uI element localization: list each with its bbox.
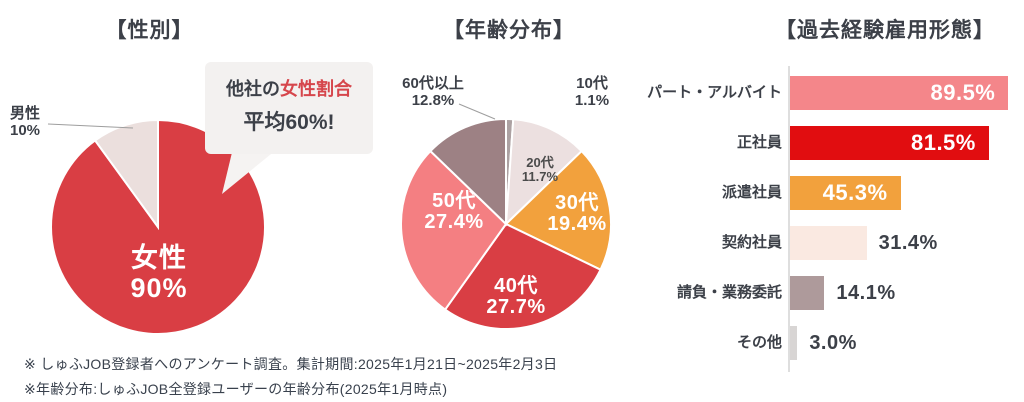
bar-row-2: 派遣社員 45.3% — [640, 176, 1024, 210]
male-leader-line — [47, 123, 134, 129]
age-label-percent: 11.7% — [521, 169, 559, 184]
bar-category-label: その他 — [736, 334, 782, 351]
age-slice-label-4: 50代 27.4% — [384, 191, 524, 233]
employment-chart-title: 【過去経験雇用形態】 — [775, 19, 995, 42]
footnote-survey: ※ しゅふJOB登録者へのアンケート調査。集計期間:2025年1月21日~202… — [24, 356, 558, 372]
age-label-text: 40代 — [494, 275, 538, 297]
bar-value-label: 81.5% — [910, 130, 976, 155]
bar-category-label: 請負・業務委託 — [676, 284, 782, 301]
age-label-text: 50代 — [432, 190, 476, 212]
bar-chart-axis — [788, 66, 790, 372]
callout-prefix: 他社の — [226, 79, 280, 99]
bar-category-label: パート・アルバイト — [647, 84, 782, 101]
age-pie — [400, 117, 612, 330]
age-chart-title: 【年齢分布】 — [443, 19, 575, 42]
age-slice-2 — [504, 149, 612, 272]
age-label-percent: 1.1% — [574, 92, 610, 109]
footnote-age: ※年齢分布:しゅふJOB全登録ユーザーの年齢分布(2025年1月時点) — [24, 381, 448, 397]
age-label-text: 60代以上 — [402, 75, 464, 92]
gender-chart-title: 【性別】 — [105, 19, 194, 42]
bar-5 — [790, 326, 798, 360]
bar-0: 89.5% — [790, 76, 1009, 110]
bar-3 — [790, 226, 867, 260]
bar-row-3: 31.4% 契約社員 — [640, 226, 1024, 260]
bar-value-label: 45.3% — [822, 180, 888, 205]
bar-2: 45.3% — [790, 176, 901, 210]
gender-female-label: 女性 90% — [79, 243, 239, 303]
age60-leader-line — [458, 103, 496, 120]
age-slice-3 — [443, 222, 602, 330]
bar-value-label: 14.1% — [836, 282, 896, 304]
callout-line1: 他社の女性割合 — [205, 75, 373, 101]
bar-category-label: 契約社員 — [721, 234, 782, 251]
callout-highlight: 女性割合 — [280, 79, 352, 99]
age-slice-1 — [504, 118, 583, 227]
age-label-percent: 12.8% — [411, 92, 455, 109]
bar-row-0: パート・アルバイト 89.5% — [640, 76, 1024, 110]
female-percent: 90% — [130, 273, 188, 303]
age-slice-label-3: 40代 27.7% — [446, 276, 586, 318]
bar-value-label: 3.0% — [809, 332, 857, 354]
age-label-percent: 27.7% — [486, 296, 546, 318]
age-label-text: 20代 — [526, 155, 554, 170]
age-label-percent: 27.4% — [424, 211, 484, 233]
bar-1: 81.5% — [790, 126, 989, 160]
age-slice-5 — [429, 117, 507, 227]
age-slice-label-2: 30代 19.4% — [507, 193, 647, 235]
bar-4 — [790, 276, 825, 310]
bar-row-1: 正社員 81.5% — [640, 126, 1024, 160]
bar-value-label: 31.4% — [878, 232, 938, 254]
gender-male-label: 男性 10% — [10, 105, 90, 139]
female-label: 女性 — [131, 243, 187, 273]
age-label-text: 30代 — [555, 192, 599, 214]
age-label-percent: 19.4% — [547, 213, 607, 235]
gender-slice-1 — [93, 118, 159, 231]
bar-value-label: 89.5% — [930, 80, 996, 105]
age-slice-label-5: 60代以上 12.8% — [363, 75, 503, 109]
callout-line2: 平均60%! — [243, 111, 335, 134]
bar-category-label: 派遣社員 — [721, 184, 782, 201]
bar-row-4: 14.1% 請負・業務委託 — [640, 276, 1024, 310]
male-percent: 10% — [10, 122, 41, 139]
bar-row-5: 3.0% その他 — [640, 326, 1024, 360]
age-slice-label-1: 20代 11.7% — [470, 156, 610, 184]
age-slice-4 — [400, 149, 508, 311]
male-label: 男性 — [10, 105, 41, 122]
callout-bubble: 他社の女性割合 平均60%! — [205, 62, 373, 154]
bar-category-label: 正社員 — [736, 134, 782, 151]
age-slice-label-0: 10代 1.1% — [522, 75, 662, 109]
age-label-text: 10代 — [576, 75, 608, 92]
